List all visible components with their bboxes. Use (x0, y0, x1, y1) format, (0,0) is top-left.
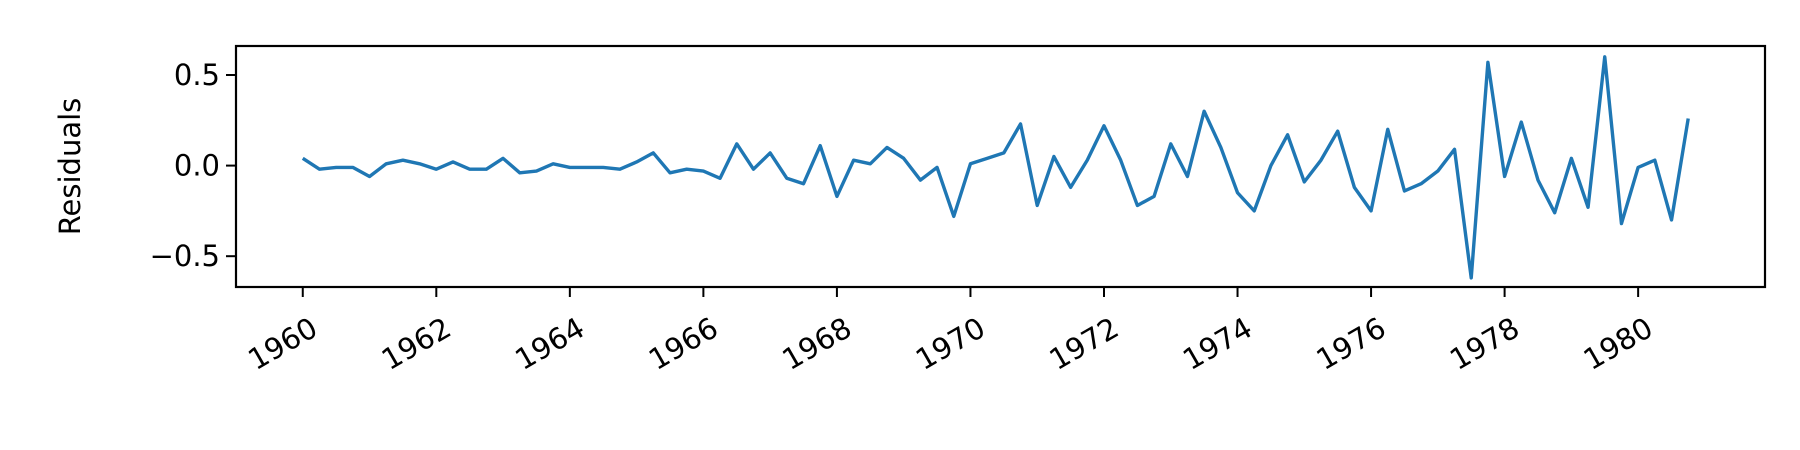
x-tick-label: 1972 (1043, 310, 1124, 376)
x-tick-label: 1964 (509, 310, 590, 376)
y-tick-label: 0.0 (174, 149, 220, 183)
y-axis-label: Residuals (53, 98, 87, 236)
x-tick-label: 1960 (242, 310, 323, 376)
y-tick-label: −0.5 (150, 239, 220, 273)
y-tick-label: 0.5 (174, 58, 220, 92)
x-tick-label: 1980 (1578, 310, 1659, 376)
x-tick-label: 1970 (910, 310, 991, 376)
x-tick-label: 1976 (1311, 310, 1392, 376)
series-group (301, 55, 1690, 280)
x-axis: 1960 1962 1964 1966 1968 1970 1972 1974 1976 1978… (242, 287, 1659, 377)
x-tick-label: 1978 (1444, 310, 1525, 376)
x-tick-label: 1968 (776, 310, 857, 376)
y-axis: 0.5 0.0 −0.5 (150, 58, 236, 273)
x-tick-label: 1974 (1177, 310, 1258, 376)
x-tick-label: 1966 (643, 310, 724, 376)
x-tick-label: 1962 (376, 310, 457, 376)
series-line-0 (301, 55, 1690, 280)
